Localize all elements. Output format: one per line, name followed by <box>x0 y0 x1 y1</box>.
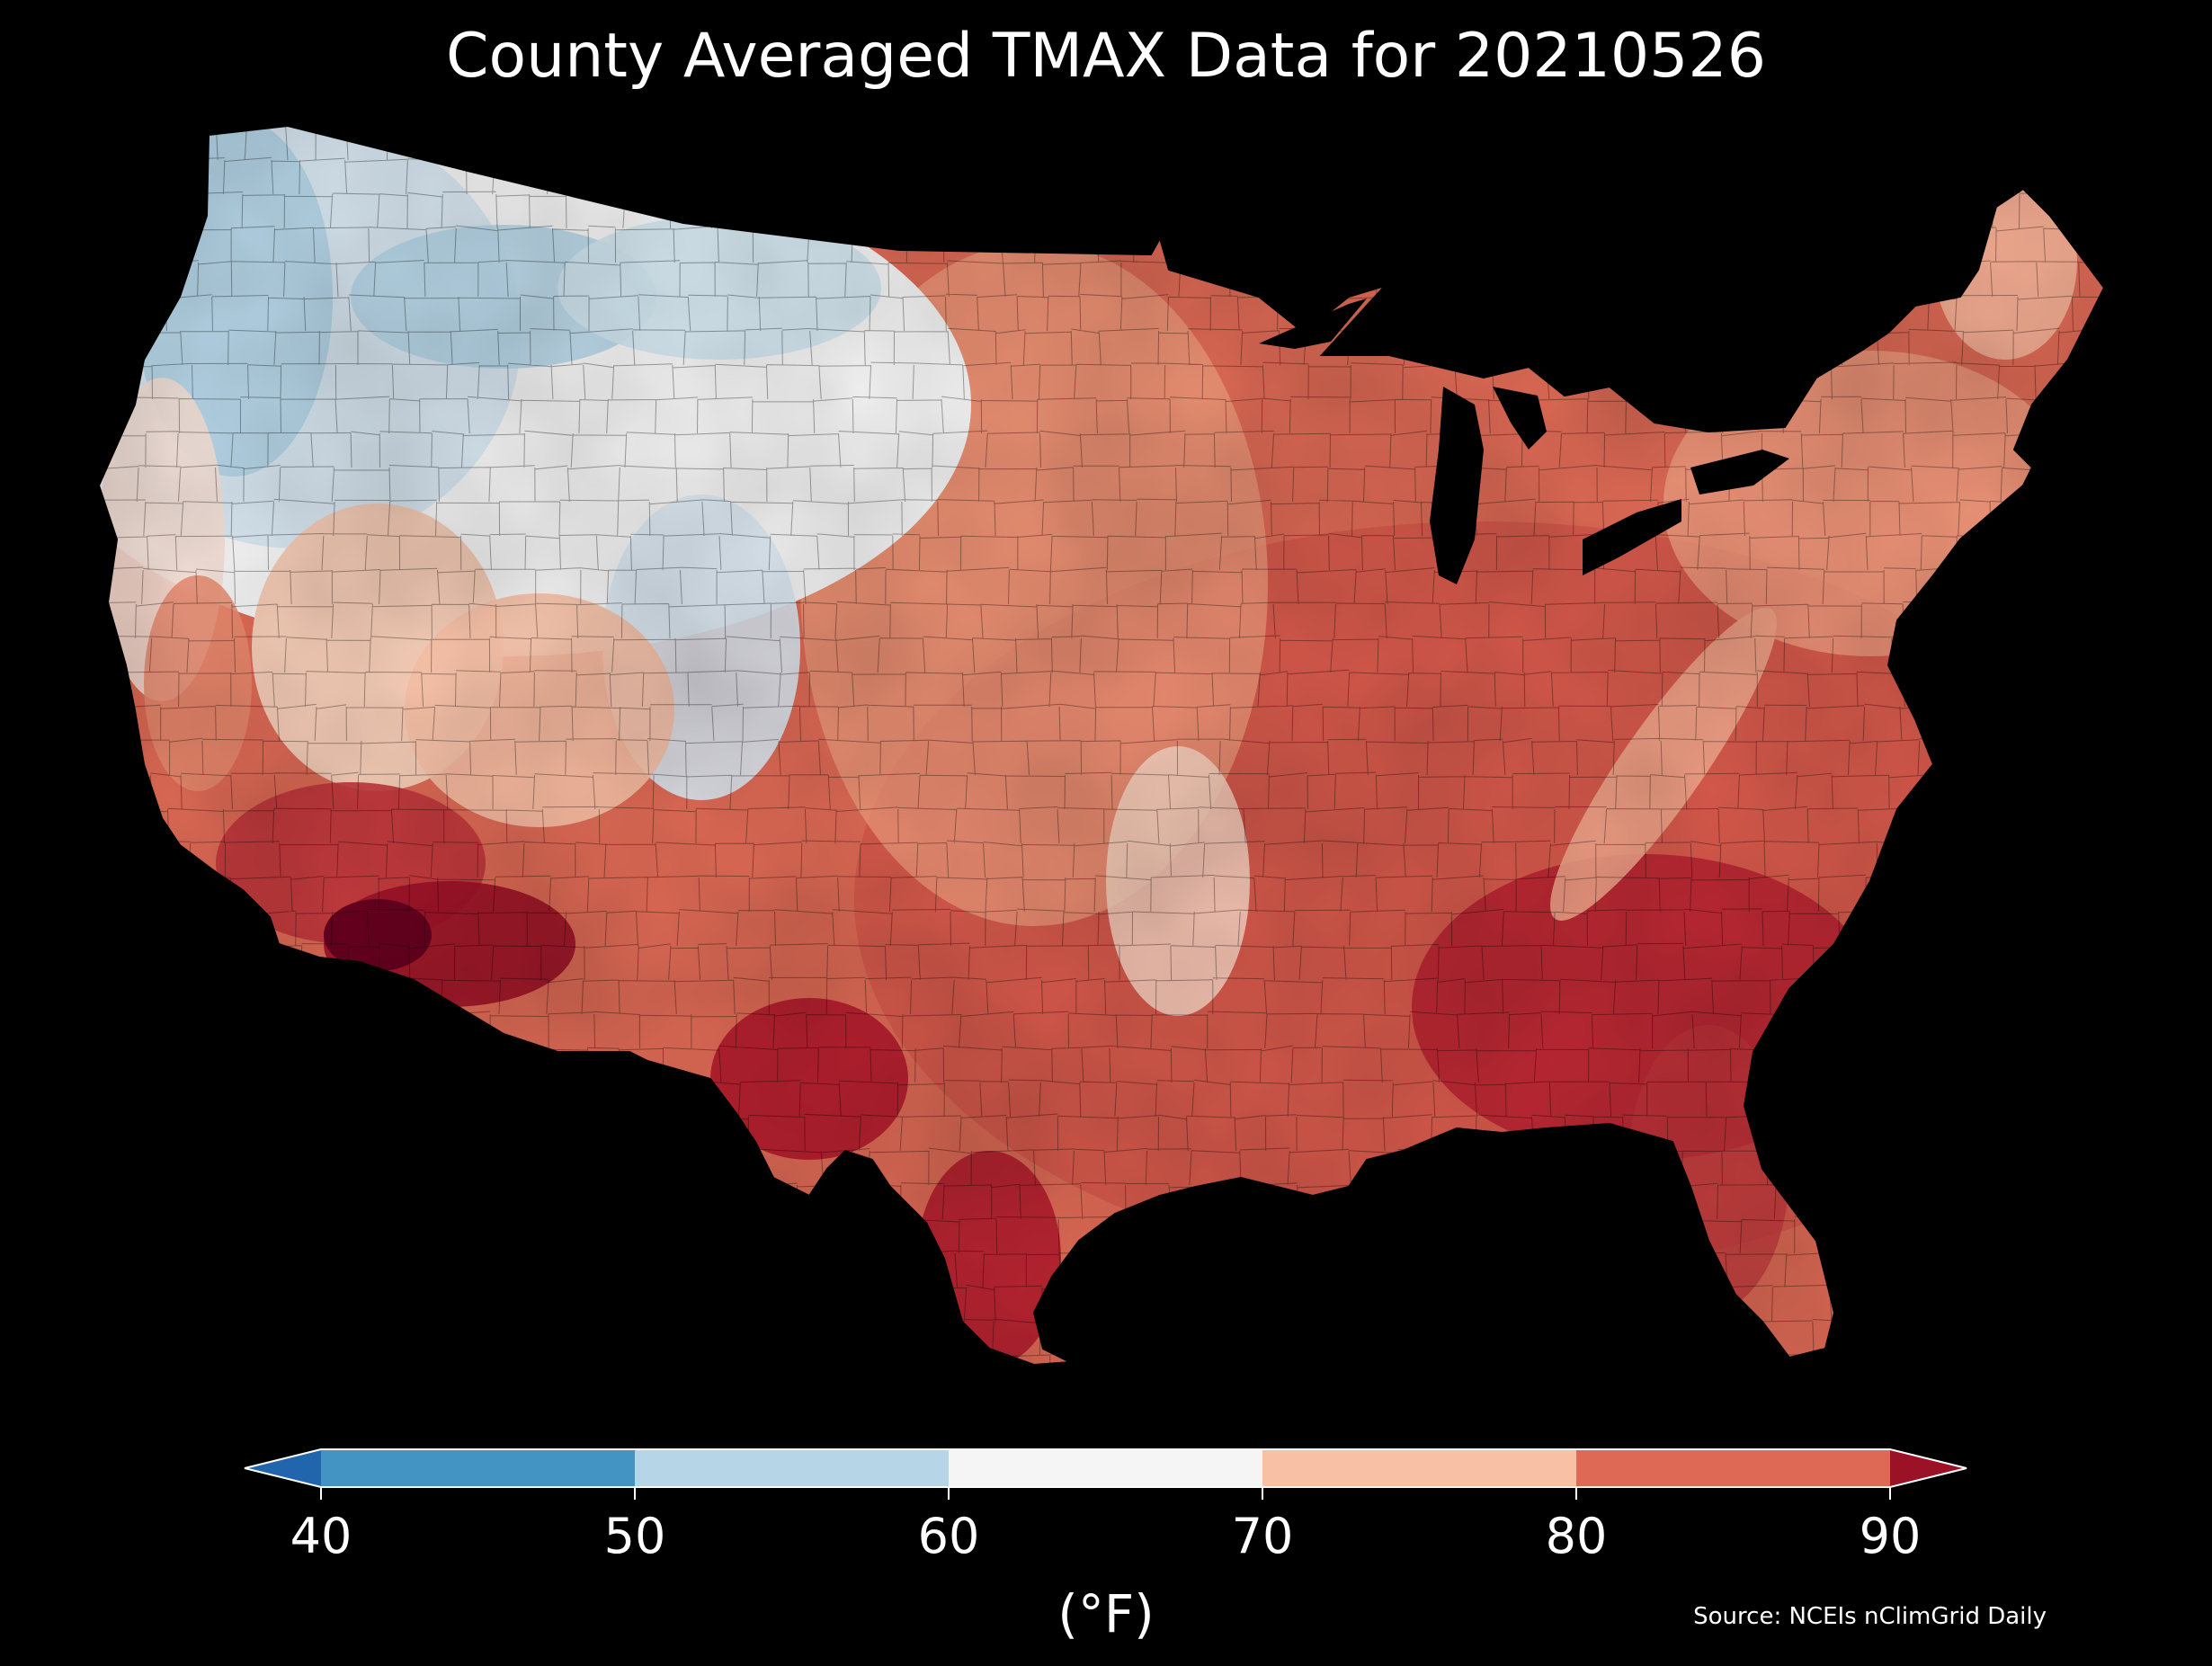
great-lakes <box>1259 298 1789 584</box>
colorbar-tick-label: 90 <box>1859 1508 1922 1564</box>
colorbar-bin <box>321 1449 636 1487</box>
figure-title: County Averaged TMAX Data for 20210526 <box>446 21 1766 92</box>
colorbar-units-label: (°F) <box>1057 1583 1155 1644</box>
colorbar-tick-label: 50 <box>603 1508 666 1564</box>
colorbar-bin <box>1262 1449 1577 1487</box>
colorbar-extend-low <box>245 1449 321 1487</box>
colorbar-tick-label: 80 <box>1545 1508 1608 1564</box>
colorbar-bin <box>949 1449 1263 1487</box>
colorbar-tick-label: 60 <box>917 1508 980 1564</box>
colorbar-bin <box>635 1449 950 1487</box>
colorbar-bin <box>1576 1449 1891 1487</box>
colorbar-tick-label: 70 <box>1231 1508 1294 1564</box>
colorbar-extend-high <box>1890 1449 1967 1487</box>
colorbar-tick-label: 40 <box>290 1508 352 1564</box>
source-credit: Source: NCEIs nClimGrid Daily <box>1693 1603 2047 1630</box>
